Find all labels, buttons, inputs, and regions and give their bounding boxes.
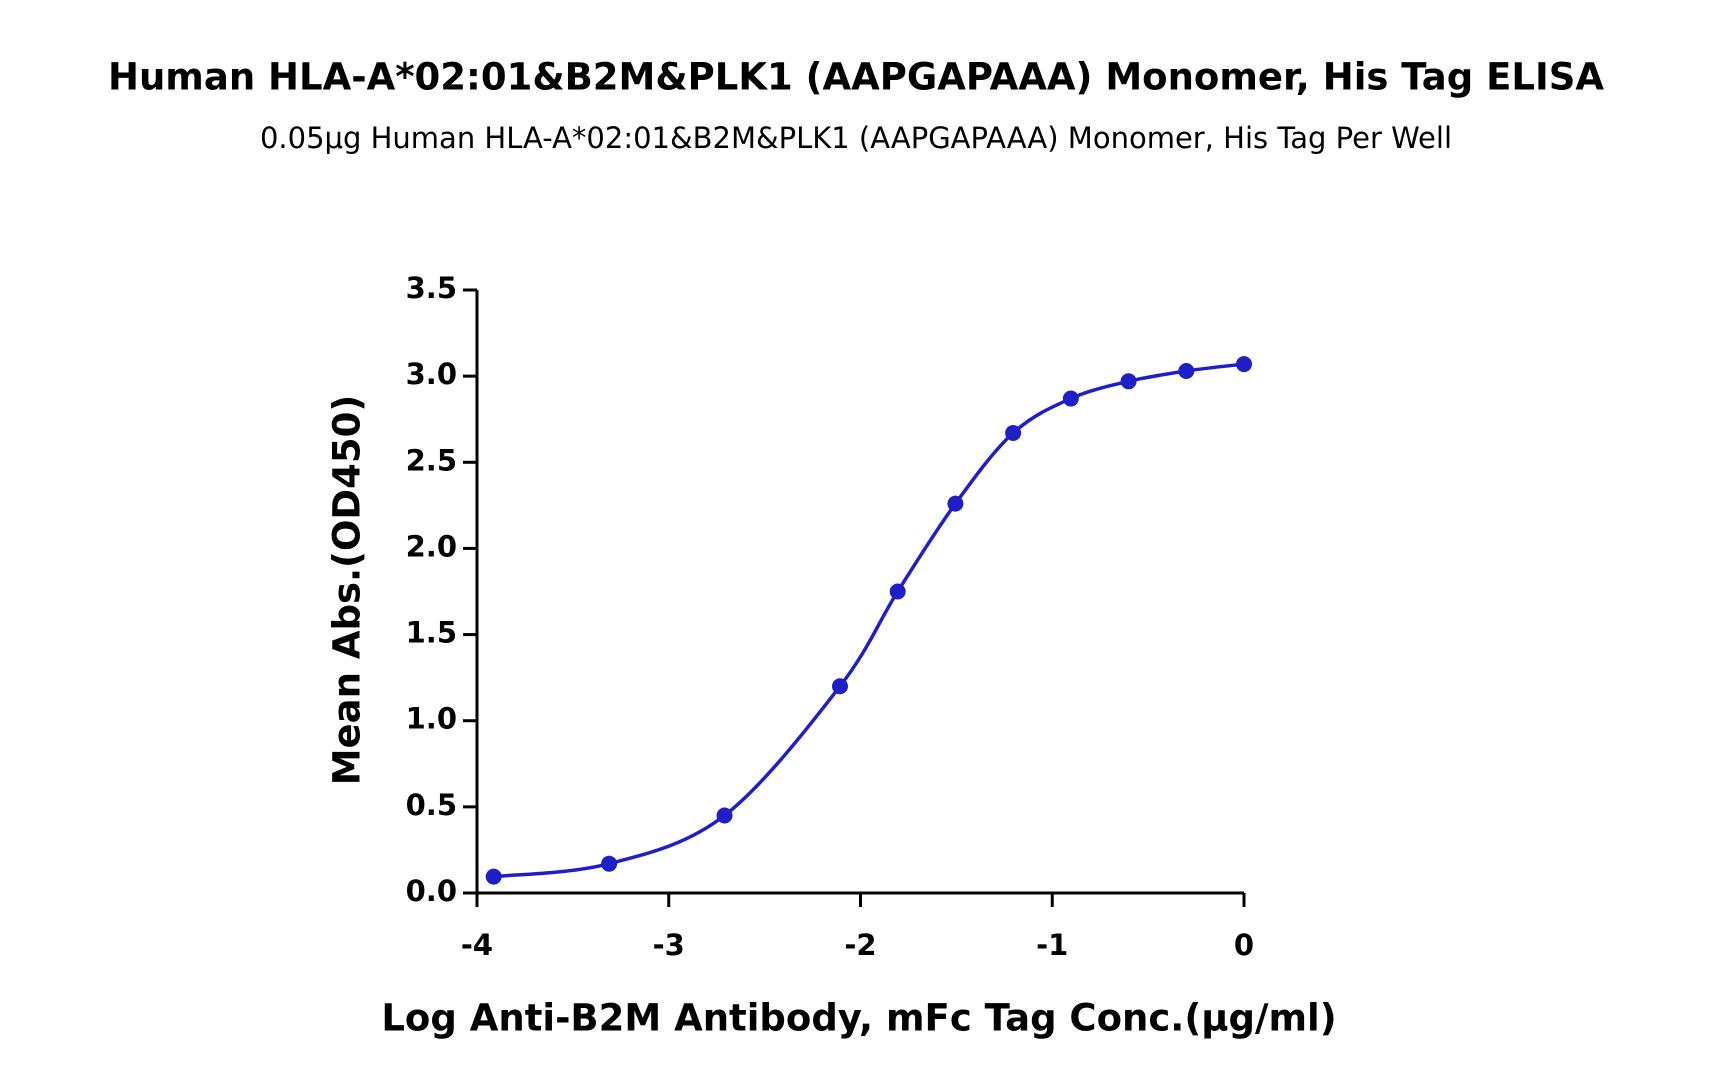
y-tick-label: 1.5 bbox=[406, 616, 457, 650]
data-point bbox=[1178, 362, 1195, 379]
curve bbox=[493, 362, 1245, 879]
data-point bbox=[1120, 373, 1137, 390]
data-point bbox=[485, 868, 502, 885]
x-tick-label: 0 bbox=[1234, 928, 1254, 962]
data-point bbox=[889, 583, 906, 600]
y-tick-label: 0.0 bbox=[406, 874, 457, 908]
data-point bbox=[831, 678, 848, 695]
y-tick-label: 0.5 bbox=[406, 788, 457, 822]
y-axis-title: Mean Abs.(OD450) bbox=[326, 395, 369, 786]
x-axis-title: Log Anti-B2M Antibody, mFc Tag Conc.(μg/… bbox=[381, 997, 1336, 1040]
y-tick-label: 3.0 bbox=[406, 357, 457, 391]
x-tick-label: -1 bbox=[1036, 928, 1068, 962]
data-point bbox=[716, 807, 733, 824]
data-point bbox=[1236, 356, 1252, 373]
chart-subtitle: 0.05μg Human HLA-A*02:01&B2M&PLK1 (AAPGA… bbox=[260, 121, 1452, 155]
data-point bbox=[947, 495, 964, 512]
chart-title: Human HLA-A*02:01&B2M&PLK1 (AAPGAPAAA) M… bbox=[108, 56, 1604, 99]
data-point bbox=[601, 855, 618, 872]
y-tick-label: 3.5 bbox=[406, 271, 457, 305]
y-tick-label: 1.0 bbox=[406, 702, 457, 736]
x-tick-label: -3 bbox=[653, 928, 685, 962]
x-tick-label: -2 bbox=[844, 928, 876, 962]
data-point bbox=[1005, 424, 1022, 441]
x-tick-label: -4 bbox=[461, 928, 493, 962]
data-point bbox=[1062, 390, 1079, 407]
y-tick-label: 2.0 bbox=[406, 529, 457, 563]
y-tick-label: 2.5 bbox=[406, 443, 457, 477]
